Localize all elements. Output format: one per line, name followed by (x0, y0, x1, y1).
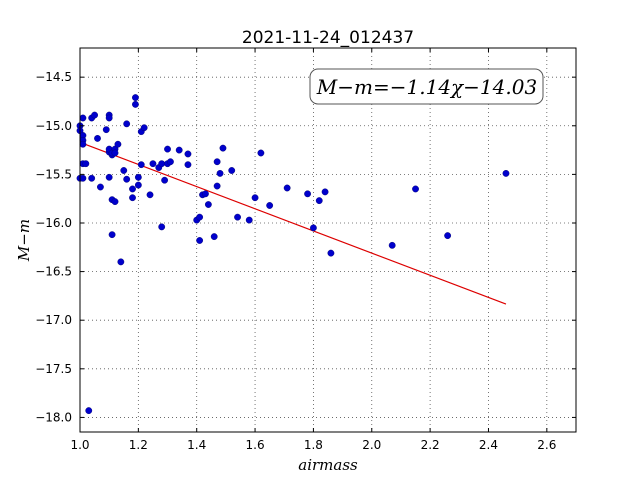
x-tick-label: 2.6 (537, 438, 556, 452)
data-point (304, 190, 311, 198)
y-tick-label: −16.0 (35, 216, 72, 230)
data-point (204, 201, 212, 208)
data-point (388, 241, 396, 249)
chart-title: 2021-11-24_012437 (242, 28, 414, 48)
data-point (167, 158, 174, 166)
data-point (79, 114, 87, 122)
data-point (283, 184, 291, 192)
y-tick-label: −15.0 (35, 119, 72, 133)
data-point (257, 149, 265, 157)
annotation-text: M−m=−1.14χ−14.03 (316, 75, 537, 99)
y-tick-label: −17.0 (35, 313, 72, 327)
data-point (327, 249, 335, 257)
data-point (82, 160, 90, 168)
data-point (184, 161, 192, 169)
plot-area (80, 48, 576, 432)
y-axis-label: M−m (15, 219, 33, 262)
y-tick-label: −14.5 (35, 70, 72, 84)
data-point (129, 185, 136, 193)
data-point (146, 191, 154, 199)
data-point (315, 197, 323, 205)
data-point (114, 140, 122, 148)
data-point (94, 135, 101, 142)
y-tick-label: −16.5 (35, 265, 72, 279)
data-point (196, 213, 204, 221)
data-points (76, 94, 510, 415)
data-point (196, 237, 204, 244)
data-point (213, 182, 221, 190)
data-point (108, 231, 116, 239)
data-point (132, 100, 139, 108)
fit-annotation: M−m=−1.14χ−14.03 (309, 68, 544, 105)
data-point (266, 202, 274, 209)
y-tick-label: −17.5 (35, 362, 72, 376)
fit-line-layer (85, 143, 507, 305)
data-point (149, 160, 157, 168)
data-point (85, 407, 93, 415)
data-point (158, 160, 166, 168)
data-point (120, 167, 128, 174)
data-point (228, 167, 236, 174)
fit-line (85, 143, 507, 305)
x-tick-label: 1.8 (304, 438, 323, 452)
x-tick-label: 1.0 (70, 438, 89, 452)
data-point (123, 120, 131, 128)
y-tick-label: −18.0 (35, 410, 72, 424)
data-point (111, 149, 119, 157)
data-point (234, 213, 241, 221)
data-point (132, 94, 139, 101)
data-point (158, 223, 166, 231)
data-point (79, 174, 87, 182)
x-tick-label: 1.2 (129, 438, 148, 452)
data-point (175, 146, 183, 154)
data-point (219, 144, 227, 152)
annotation-box (309, 68, 544, 105)
data-point (321, 188, 329, 196)
data-point (213, 158, 221, 166)
data-point (117, 258, 125, 266)
data-point (251, 194, 259, 202)
data-point (216, 170, 224, 177)
x-tick-label: 1.6 (246, 438, 265, 452)
y-tick-label: −15.5 (35, 167, 72, 181)
data-point (97, 183, 104, 191)
x-tick-label: 1.4 (187, 438, 206, 452)
x-axis-label: airmass (298, 456, 358, 474)
data-point (137, 161, 145, 169)
data-point (140, 124, 148, 132)
data-point (444, 232, 452, 240)
data-point (164, 145, 171, 153)
data-point (88, 174, 96, 182)
ticks: 1.0 1.2 1.4 1.6 1.8 2.0 2.2 2.4 2.6 −14.5 −15.0 −15… (35, 48, 576, 452)
data-point (134, 173, 142, 181)
data-point (184, 150, 192, 158)
plot-frame (79, 47, 577, 433)
x-tick-label: 2.4 (479, 438, 498, 452)
data-point (123, 175, 131, 183)
x-tick-label: 2.2 (421, 438, 440, 452)
data-point (202, 190, 209, 198)
data-point (79, 140, 87, 148)
data-point (502, 170, 510, 177)
data-point (105, 173, 113, 181)
data-point (102, 126, 110, 134)
data-point (412, 185, 419, 193)
data-point (129, 194, 136, 202)
data-point (91, 111, 98, 119)
data-point (134, 181, 142, 189)
data-point (245, 216, 253, 224)
data-point (210, 233, 218, 240)
data-point (111, 198, 119, 206)
x-tick-label: 2.0 (362, 438, 381, 452)
data-point (105, 114, 113, 122)
data-point (161, 176, 169, 184)
data-point (310, 224, 317, 232)
